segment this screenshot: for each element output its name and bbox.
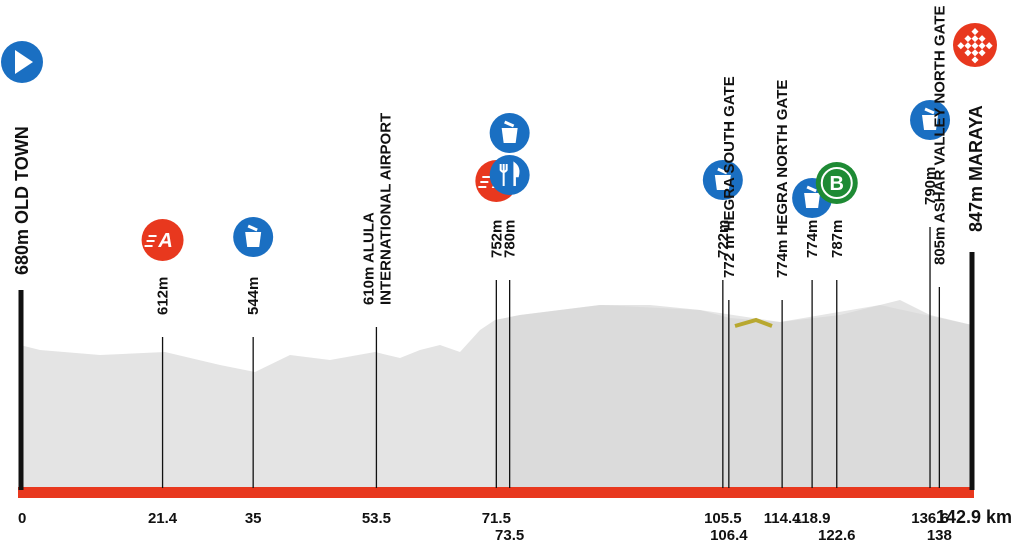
drink-icon	[910, 100, 951, 140]
km-label: 136.6	[911, 510, 949, 527]
point-label: 610m ALULA	[360, 212, 377, 305]
drink-icon	[233, 217, 274, 257]
km-label: 21.4	[148, 510, 178, 527]
badge-letter: A	[157, 230, 172, 252]
cup	[804, 193, 821, 208]
km-label: 122.6	[818, 527, 856, 544]
start-icon	[1, 41, 43, 83]
km-label: 105.5	[704, 510, 742, 527]
point-label: 805m ASHAR VALLEY NORTH GATE	[931, 6, 948, 265]
km-label: 138	[927, 527, 952, 544]
finish-km: 142.9 km	[936, 507, 1012, 527]
straw	[806, 185, 817, 193]
terrain-shade	[495, 305, 972, 488]
point-label: INTERNATIONAL AIRPORT	[377, 113, 394, 305]
drink-icon	[489, 113, 530, 153]
badge-ring	[820, 167, 853, 199]
finish-icon	[953, 23, 997, 67]
speed-lines	[478, 176, 491, 188]
badge-circle	[141, 219, 184, 261]
point-label: 772 m HEGRA SOUTH GATE	[721, 76, 738, 278]
badge-icon: B	[815, 162, 858, 204]
point-label: 790m	[922, 167, 939, 205]
checker	[971, 49, 979, 57]
km-label: 53.5	[362, 510, 391, 527]
km-label: 114.4	[764, 510, 801, 527]
food-icon	[489, 155, 530, 195]
km-label: 106.4	[710, 527, 748, 544]
cup	[714, 175, 731, 190]
cup	[922, 115, 939, 130]
km-label: 118.9	[794, 510, 831, 527]
icon-circle	[489, 155, 530, 195]
finish-label: 847m MARAYA	[966, 105, 986, 232]
km-label: 35	[245, 510, 262, 527]
badge-letter: B	[830, 173, 844, 195]
checker	[971, 56, 979, 64]
route-bar	[18, 487, 974, 498]
speed-lines	[144, 235, 157, 247]
point-label: 722m	[715, 220, 732, 258]
cup	[501, 128, 518, 143]
point-label: 780m	[502, 220, 519, 258]
point-label: 774m HEGRA NORTH GATE	[774, 80, 791, 278]
straw	[717, 167, 728, 175]
checker	[971, 35, 979, 43]
point-label: 752m	[488, 220, 505, 258]
km-label: 73.5	[495, 527, 524, 544]
point-label: 787m	[829, 220, 846, 258]
start-label: 680m OLD TOWN	[12, 126, 32, 275]
badge-icon: A	[141, 219, 184, 261]
km-label: 71.5	[482, 510, 511, 527]
knife	[513, 161, 520, 186]
fork	[499, 164, 508, 186]
gravel-section	[734, 317, 773, 328]
checker	[971, 28, 979, 36]
straw	[504, 120, 515, 128]
drink-icon	[702, 160, 743, 200]
point-label: 544m	[245, 277, 262, 315]
checker	[971, 42, 979, 50]
straw	[924, 107, 935, 115]
cup	[245, 232, 262, 247]
point-label: 774m	[804, 220, 821, 258]
straw	[247, 224, 258, 232]
point-label: 612m	[155, 277, 172, 315]
start-km: 0	[18, 510, 26, 527]
